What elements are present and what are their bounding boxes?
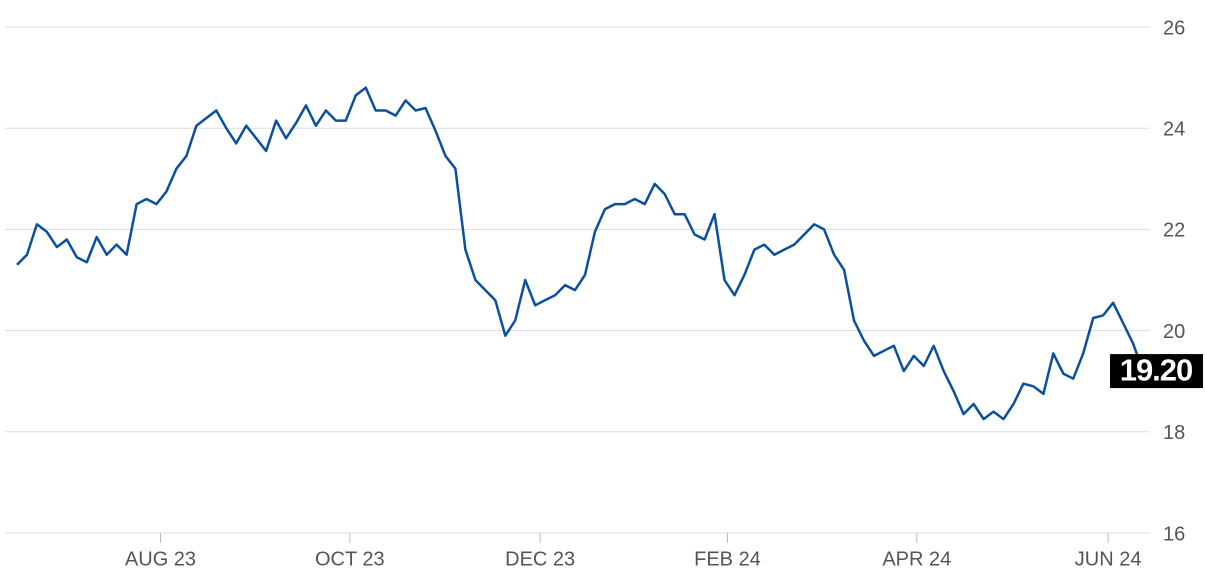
x-tick-label: AUG 23 bbox=[125, 548, 196, 570]
last-value-label: 19.20 bbox=[1110, 352, 1203, 389]
y-tick-label: 26 bbox=[1163, 17, 1185, 39]
x-tick-label: JUN 24 bbox=[1075, 548, 1142, 570]
x-tick-label: FEB 24 bbox=[694, 548, 761, 570]
y-tick-label: 24 bbox=[1163, 118, 1185, 140]
last-value-box bbox=[1110, 354, 1203, 389]
y-tick-label: 22 bbox=[1163, 220, 1185, 242]
price-line bbox=[16, 86, 1145, 421]
x-tick-label: OCT 23 bbox=[315, 548, 385, 570]
x-tick-label: DEC 23 bbox=[505, 548, 575, 570]
y-tick-label: 20 bbox=[1163, 321, 1185, 343]
x-tick-label: APR 24 bbox=[882, 548, 951, 570]
y-tick-label: 18 bbox=[1163, 422, 1185, 444]
y-tick-label: 16 bbox=[1163, 523, 1185, 545]
last-value-text: 19.20 bbox=[1120, 352, 1193, 387]
